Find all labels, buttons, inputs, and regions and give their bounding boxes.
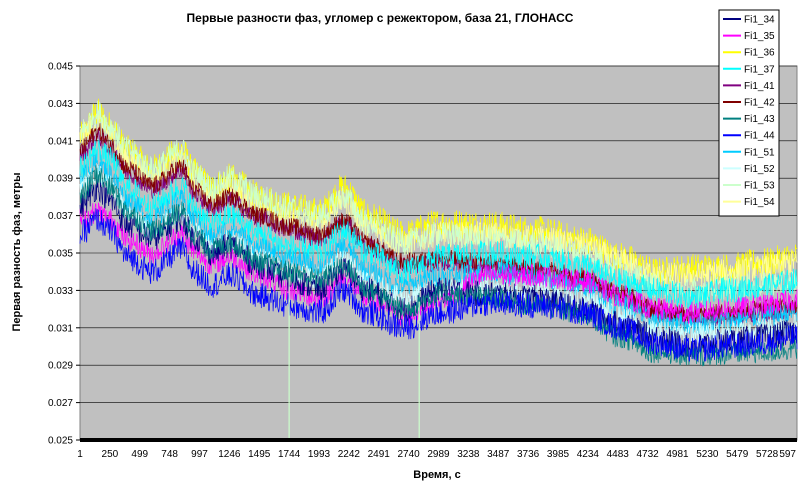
legend: Fi1_34 Fi1_35 Fi1_36 Fi1_37 Fi1_41 Fi1_42 Fi1_… <box>718 9 780 217</box>
y-axis-ticks: 0.025 0.027 0.029 0.031 0.033 0.035 0.037 0.039… <box>48 62 80 447</box>
series-lines <box>79 98 798 367</box>
y-tick-label: 0.033 <box>48 286 73 297</box>
y-tick-label: 0.035 <box>48 249 73 260</box>
legend-box <box>718 9 780 217</box>
x-tick-label: 597 <box>779 449 796 460</box>
x-axis-ticks: 1 250 499 748 997 1246 1495 1744 1993 2242 2491 274… <box>77 449 796 460</box>
x-tick-label: 1246 <box>218 449 241 460</box>
legend-label: Fi1_41 <box>744 81 775 92</box>
y-tick-label: 0.039 <box>48 174 73 185</box>
y-tick-label: 0.027 <box>48 398 73 409</box>
x-tick-label: 250 <box>102 449 119 460</box>
y-tick-label: 0.031 <box>48 323 73 334</box>
x-tick-label: 3736 <box>517 449 540 460</box>
legend-label: Fi1_52 <box>744 164 775 175</box>
x-tick-label: 4483 <box>607 449 630 460</box>
legend-label: Fi1_51 <box>744 147 775 158</box>
y-axis-title: Первая разность фаз, метры <box>11 172 23 331</box>
x-tick-label: 1744 <box>278 449 301 460</box>
x-tick-label: 4732 <box>637 449 660 460</box>
legend-label: Fi1_35 <box>744 31 775 42</box>
legend-label: Fi1_43 <box>744 114 775 125</box>
x-tick-label: 5479 <box>726 449 749 460</box>
x-tick-label: 748 <box>161 449 178 460</box>
x-tick-label: 1993 <box>308 449 331 460</box>
y-tick-label: 0.025 <box>48 436 73 447</box>
legend-label: Fi1_34 <box>744 15 775 26</box>
x-tick-label: 3238 <box>457 449 480 460</box>
x-tick-label: 5230 <box>696 449 719 460</box>
series-line-Fi1_51 <box>79 153 798 335</box>
legend-label: Fi1_36 <box>744 48 775 59</box>
y-tick-label: 0.029 <box>48 361 73 372</box>
y-tick-label: 0.043 <box>48 99 73 110</box>
legend-label: Fi1_53 <box>744 181 775 192</box>
series-line-Fi1_34 <box>79 178 798 359</box>
x-tick-label: 1 <box>77 449 83 460</box>
series-line-Fi1_54 <box>79 109 798 288</box>
x-tick-label: 499 <box>131 449 148 460</box>
legend-label: Fi1_54 <box>744 197 775 208</box>
x-tick-label: 3487 <box>487 449 510 460</box>
x-tick-label: 2989 <box>427 449 450 460</box>
x-axis-title: Время, с <box>413 469 460 481</box>
x-tick-label: 997 <box>191 449 208 460</box>
x-tick-label: 4981 <box>666 449 689 460</box>
x-tick-label: 3985 <box>547 449 570 460</box>
chart-title: Первые разности фаз, угломер с режекторо… <box>187 11 574 25</box>
series-line-Fi1_44 <box>79 208 798 362</box>
legend-label: Fi1_37 <box>744 64 775 75</box>
x-tick-label: 2740 <box>398 449 421 460</box>
y-tick-label: 0.037 <box>48 211 73 222</box>
x-tick-label: 1495 <box>248 449 271 460</box>
legend-label: Fi1_42 <box>744 98 775 109</box>
x-tick-label: 2491 <box>368 449 391 460</box>
y-tick-label: 0.045 <box>48 62 73 73</box>
vertical-markers <box>288 277 420 440</box>
y-tick-label: 0.041 <box>48 136 73 147</box>
legend-label: Fi1_44 <box>744 131 775 142</box>
x-tick-label: 5728 <box>756 449 779 460</box>
series-line-Fi1_42 <box>79 123 798 325</box>
x-axis-band <box>80 438 797 442</box>
x-tick-label: 2242 <box>338 449 361 460</box>
x-tick-label: 4234 <box>577 449 600 460</box>
